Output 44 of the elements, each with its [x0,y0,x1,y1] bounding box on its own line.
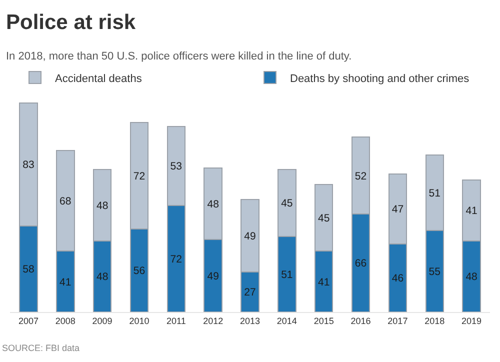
x-tick-label: 2014 [276,316,297,326]
data-label: 56 [133,265,146,278]
legend-label: Deaths by shooting and other crimes [290,72,470,85]
data-label: 48 [207,198,220,210]
legend-label: Accidental deaths [55,72,142,85]
chart-subtitle: In 2018, more than 50 U.S. police officers were killed in the line of duty. [6,50,352,62]
data-label: 68 [60,195,72,208]
data-label: 41 [318,276,330,288]
x-tick-label: 2009 [92,316,112,326]
data-label: 72 [170,253,182,266]
data-label: 52 [354,170,367,182]
chart-title: Police at risk [6,11,136,34]
x-tick-label: 2018 [424,316,445,326]
data-label: 49 [244,230,256,242]
data-label: 47 [392,204,404,216]
data-label: 49 [207,270,220,282]
data-label: 41 [466,205,478,218]
data-label: 48 [466,271,478,284]
x-tick-label: 2017 [388,316,408,326]
data-label: 66 [354,258,367,270]
data-label: 27 [244,286,256,299]
data-label: 45 [318,212,330,225]
data-label: 48 [96,271,108,284]
x-tick-label: 2011 [166,316,186,326]
x-tick-label: 2012 [203,316,224,326]
x-tick-label: 2008 [55,316,76,326]
data-label: 55 [428,266,441,278]
source-note: SOURCE: FBI data [2,343,80,353]
x-tick-label: 2007 [18,316,38,326]
data-label: 46 [392,272,404,285]
data-label: 51 [428,187,441,200]
data-label: 72 [133,170,146,182]
data-label: 83 [22,159,34,172]
x-tick-label: 2013 [240,316,260,326]
x-tick-label: 2015 [314,316,334,326]
data-label: 41 [60,276,72,288]
data-label: 48 [96,200,108,212]
data-label: 45 [281,198,293,210]
x-tick-label: 2016 [350,316,371,326]
x-tick-label: 2010 [129,316,150,326]
data-label: 53 [170,160,182,173]
x-tick-label: 2019 [462,316,482,326]
data-label: 58 [22,264,34,276]
data-label: 51 [281,268,293,281]
